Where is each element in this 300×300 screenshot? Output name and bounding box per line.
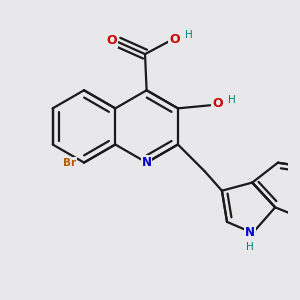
Text: O: O	[212, 97, 223, 110]
Text: O: O	[169, 34, 180, 46]
Text: H: H	[185, 30, 193, 40]
Text: O: O	[106, 34, 117, 47]
Text: N: N	[142, 156, 152, 169]
Text: Br: Br	[63, 158, 76, 168]
Text: N: N	[245, 226, 255, 239]
Text: H: H	[228, 94, 236, 105]
Text: H: H	[246, 242, 254, 252]
